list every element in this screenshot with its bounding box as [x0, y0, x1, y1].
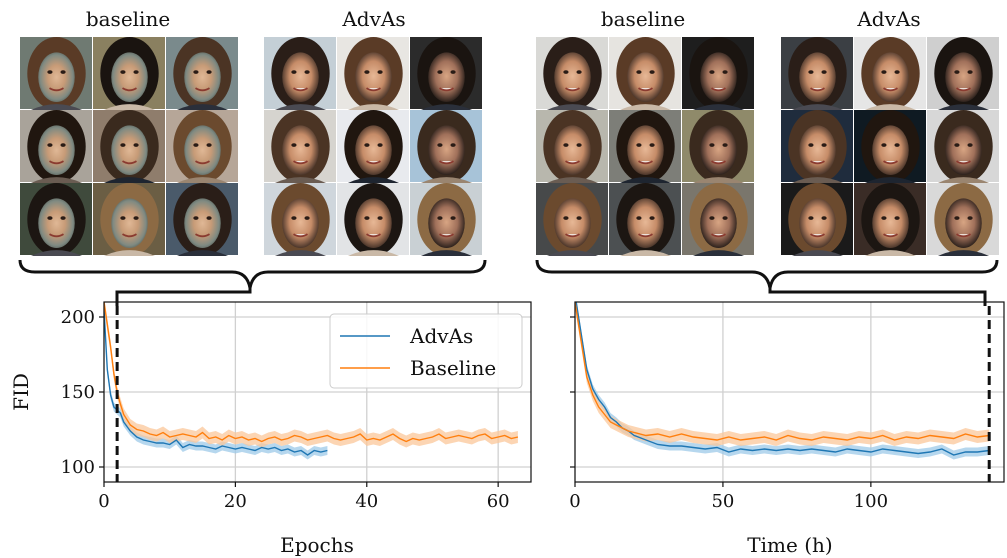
face-sample	[781, 37, 853, 110]
series-layer	[104, 302, 519, 460]
y-tick-label: 100	[61, 457, 95, 478]
face-sample	[854, 110, 926, 183]
x-axis-label: Epochs	[280, 533, 354, 557]
legend-label-advas: AdvAs	[409, 324, 473, 348]
right-connector	[768, 288, 987, 306]
x-tick-label: 60	[487, 491, 510, 512]
face-sample	[854, 37, 926, 110]
face-sample	[337, 110, 409, 183]
x-axis-label: Time (h)	[747, 533, 832, 557]
left-baseline-sample-grid	[20, 37, 238, 256]
face-sample	[93, 37, 165, 110]
face-sample	[410, 183, 482, 256]
face-sample	[927, 110, 999, 183]
face-sample	[781, 110, 853, 183]
left-advas-title: AdvAs	[341, 7, 405, 31]
face-sample	[609, 37, 681, 110]
face-sample	[682, 183, 754, 256]
right-advas-sample-grid	[781, 37, 999, 256]
left-brace	[18, 259, 487, 289]
face-sample	[20, 37, 92, 110]
face-sample	[264, 183, 336, 256]
face-sample	[166, 110, 238, 183]
right-brace	[535, 259, 999, 289]
face-sample	[609, 110, 681, 183]
series-line-advas	[104, 309, 328, 456]
legend-label-baseline: Baseline	[410, 356, 496, 380]
face-sample	[264, 110, 336, 183]
series-layer	[575, 302, 990, 460]
face-sample	[20, 183, 92, 256]
face-sample	[682, 110, 754, 183]
face-sample	[536, 37, 608, 110]
grid-lines	[574, 302, 1004, 482]
x-tick-label: 100	[854, 491, 888, 512]
right-baseline-sample-grid	[536, 37, 754, 256]
x-tick-label: 20	[224, 491, 247, 512]
right-advas-title: AdvAs	[856, 7, 920, 31]
y-tick-label: 200	[61, 307, 95, 328]
face-sample	[264, 37, 336, 110]
series-line-baseline	[575, 302, 990, 441]
left-advas-sample-grid	[264, 37, 482, 256]
ticks: 0 20 40 60 100 150 200	[61, 307, 510, 512]
legend: AdvAs Baseline	[329, 313, 523, 389]
face-sample	[166, 37, 238, 110]
face-sample	[93, 110, 165, 183]
face-sample	[609, 183, 681, 256]
x-tick-label: 40	[355, 491, 378, 512]
face-sample	[854, 183, 926, 256]
face-sample	[337, 183, 409, 256]
series-band-baseline	[104, 302, 518, 448]
face-sample	[20, 110, 92, 183]
face-sample	[536, 110, 608, 183]
series-line-advas	[575, 302, 990, 456]
y-tick-label: 150	[61, 382, 95, 403]
face-sample	[337, 37, 409, 110]
face-sample	[927, 183, 999, 256]
chart-epochs: 0 20 40 60 100 150 200 Epochs FID AdvAs Baseli…	[9, 301, 532, 557]
face-sample	[536, 183, 608, 256]
right-baseline-title: baseline	[601, 7, 685, 31]
face-sample	[410, 37, 482, 110]
left-connector	[115, 288, 252, 306]
x-tick-label: 0	[569, 491, 580, 512]
face-sample	[166, 183, 238, 256]
series-band-baseline	[575, 302, 990, 446]
face-sample	[410, 110, 482, 183]
face-sample	[781, 183, 853, 256]
face-sample	[682, 37, 754, 110]
y-axis-label: FID	[9, 373, 33, 411]
face-sample	[927, 37, 999, 110]
chart-time: 0 50 100 Time (h)	[569, 301, 1005, 557]
x-tick-label: 0	[98, 491, 109, 512]
series-line-baseline	[104, 302, 519, 443]
x-tick-label: 50	[711, 491, 734, 512]
ticks: 0 50 100	[569, 316, 888, 512]
face-sample	[93, 183, 165, 256]
left-baseline-title: baseline	[86, 7, 170, 31]
